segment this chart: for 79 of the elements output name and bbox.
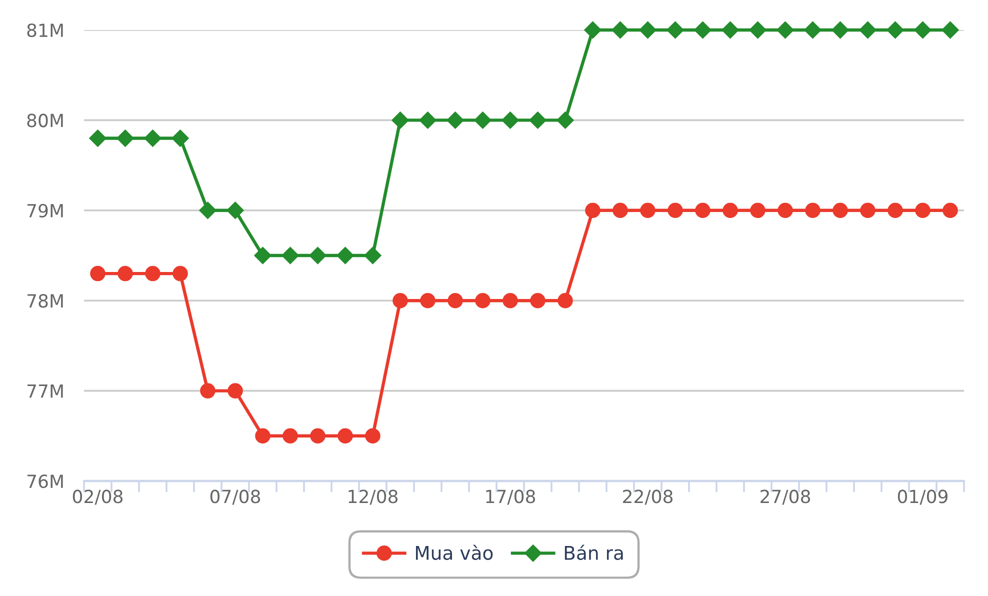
point bbox=[338, 428, 353, 444]
point bbox=[420, 292, 436, 308]
point bbox=[336, 246, 354, 264]
point bbox=[145, 266, 160, 282]
x-tick-label: 17/08 bbox=[486, 490, 536, 505]
point bbox=[584, 21, 602, 39]
point bbox=[722, 202, 738, 218]
point bbox=[502, 112, 519, 129]
point bbox=[666, 21, 684, 39]
point bbox=[365, 428, 380, 444]
point bbox=[475, 292, 490, 308]
x-tick-label: 01/09 bbox=[898, 490, 948, 505]
point bbox=[915, 202, 930, 218]
y-tick-label: 81M bbox=[27, 23, 63, 38]
x-tick-label: 07/08 bbox=[210, 490, 260, 505]
point bbox=[282, 428, 298, 444]
point bbox=[529, 112, 546, 129]
point bbox=[392, 292, 408, 308]
point bbox=[859, 21, 876, 39]
point bbox=[446, 112, 464, 129]
x-tick-label: 12/08 bbox=[348, 490, 398, 505]
point bbox=[888, 202, 903, 218]
point bbox=[556, 112, 574, 129]
point bbox=[255, 428, 270, 444]
point bbox=[144, 130, 162, 147]
y-tick-label: 79M bbox=[27, 204, 63, 218]
legend-label: Bán ra bbox=[564, 544, 623, 560]
point bbox=[942, 202, 958, 218]
point bbox=[200, 383, 216, 398]
x-tick-label: 02/08 bbox=[72, 490, 123, 505]
point bbox=[914, 21, 932, 39]
point bbox=[172, 266, 188, 282]
point bbox=[254, 246, 272, 264]
point bbox=[832, 202, 848, 218]
point bbox=[612, 21, 629, 39]
point bbox=[695, 202, 710, 218]
point bbox=[860, 202, 876, 218]
point bbox=[199, 202, 216, 219]
point bbox=[640, 202, 656, 218]
point bbox=[722, 21, 739, 39]
point bbox=[750, 202, 766, 218]
y-tick-label: 80M bbox=[27, 114, 63, 128]
point bbox=[942, 21, 959, 39]
point bbox=[309, 246, 326, 264]
point bbox=[832, 21, 849, 39]
point bbox=[558, 292, 573, 308]
point bbox=[474, 112, 492, 129]
point bbox=[639, 21, 656, 39]
point bbox=[805, 202, 820, 218]
point bbox=[502, 292, 518, 308]
point bbox=[172, 130, 189, 147]
point bbox=[749, 21, 766, 39]
legend-label: Mua vào bbox=[416, 544, 493, 560]
point bbox=[585, 202, 600, 218]
point bbox=[282, 246, 299, 264]
point bbox=[778, 202, 793, 218]
point bbox=[364, 246, 382, 264]
point bbox=[228, 383, 243, 398]
point bbox=[886, 21, 904, 39]
x-tick-label: 27/08 bbox=[760, 490, 810, 505]
point bbox=[116, 130, 134, 147]
point bbox=[694, 21, 712, 39]
point bbox=[226, 202, 244, 219]
point bbox=[668, 202, 683, 218]
point bbox=[530, 292, 546, 308]
point bbox=[310, 428, 326, 444]
point bbox=[392, 112, 409, 129]
point bbox=[90, 266, 106, 282]
point bbox=[776, 21, 794, 39]
y-tick-label: 77M bbox=[27, 384, 63, 398]
y-tick-label: 78M bbox=[27, 294, 63, 308]
point bbox=[89, 130, 106, 147]
point bbox=[804, 21, 822, 39]
point bbox=[118, 266, 133, 282]
y-tick-label: 76M bbox=[27, 474, 63, 488]
point bbox=[419, 112, 436, 129]
x-tick-label: 22/08 bbox=[623, 490, 673, 505]
point bbox=[448, 292, 463, 308]
point bbox=[612, 202, 628, 218]
